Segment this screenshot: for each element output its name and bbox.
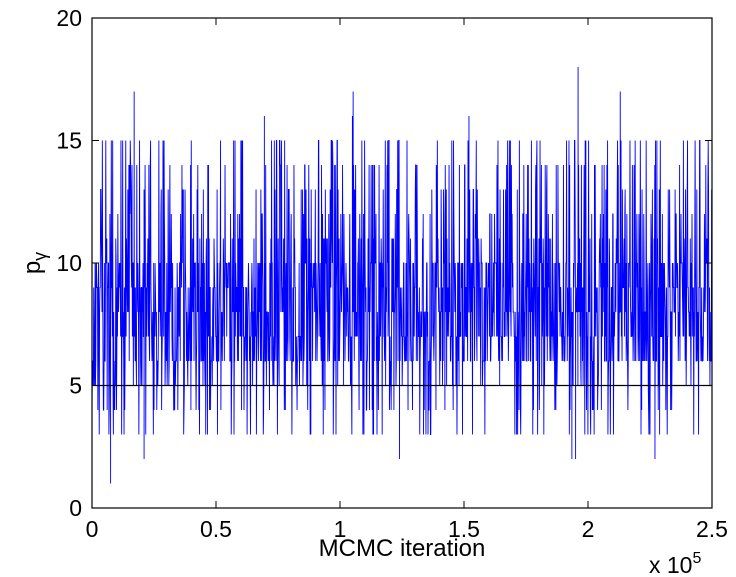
x-tick-label: 2: [582, 516, 595, 542]
y-axis-label-subscript: γ: [30, 252, 50, 261]
y-tick-label: 15: [56, 128, 82, 154]
ticks-layer: 0 0.5 1 1.5 2 2.5 0 5 10 15 20: [56, 5, 728, 542]
x-tick-label: 1: [334, 516, 347, 542]
x-tick-label: 0: [86, 516, 99, 542]
y-tick-label: 10: [56, 250, 82, 276]
y-tick-label: 5: [69, 373, 82, 399]
y-axis-label: pγ: [19, 252, 50, 274]
y-tick-label: 20: [56, 5, 82, 31]
x-tick-label: 1.5: [448, 516, 480, 542]
series-layer: [91, 66, 713, 484]
x-axis-exponent: x 105: [649, 550, 701, 577]
labels-layer: MCMC iteration pγ x 105: [19, 252, 701, 577]
x-tick-label: 0.5: [200, 516, 232, 542]
series-trace-line: [91, 66, 713, 484]
x-tick-label: 2.5: [696, 516, 728, 542]
y-axis-label-main: p: [19, 261, 46, 274]
x-axis-exponent-power: 5: [692, 550, 701, 567]
y-tick-label: 0: [69, 495, 82, 521]
x-axis-label: MCMC iteration: [319, 535, 486, 562]
x-axis-exponent-prefix: x 10: [649, 552, 692, 577]
